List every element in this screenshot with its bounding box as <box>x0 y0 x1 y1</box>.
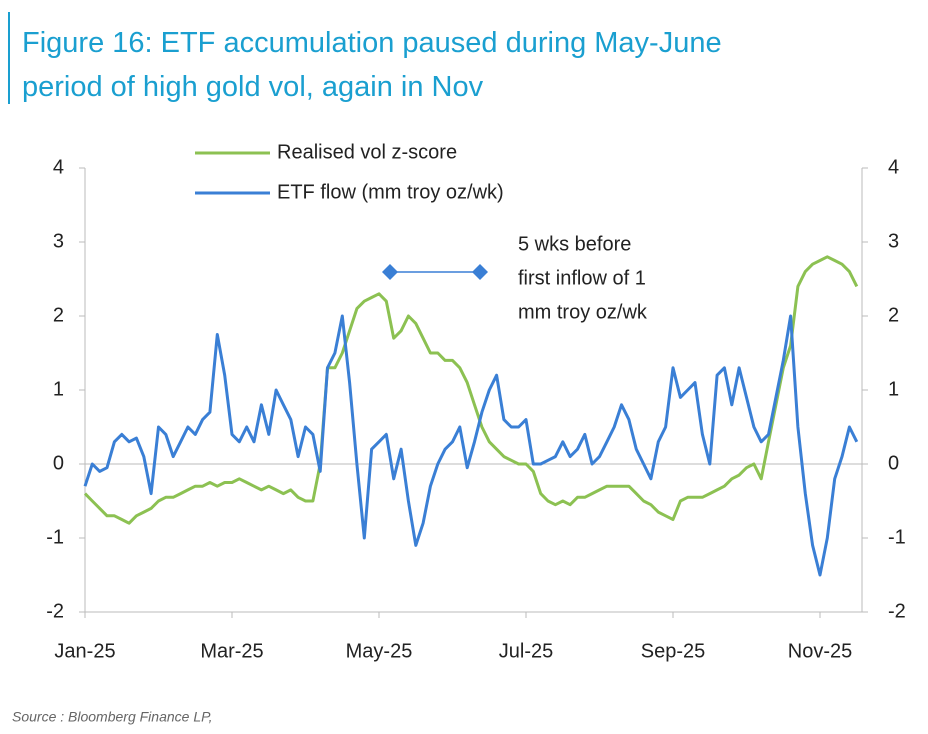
y-tick-label: -2 <box>46 600 64 622</box>
y2-tick-label: 2 <box>888 304 899 326</box>
annotation-marker <box>382 264 488 280</box>
annotation: 5 wks before <box>518 233 631 255</box>
x-tick-label: Jan-25 <box>54 640 115 662</box>
y2-tick-label: 4 <box>888 156 899 178</box>
legend-label: ETF flow (mm troy oz/wk) <box>277 181 504 203</box>
annotation: mm troy oz/wk <box>518 301 648 323</box>
y2-tick-label: -2 <box>888 600 906 622</box>
y2-tick-label: -1 <box>888 526 906 548</box>
y2-tick-label: 3 <box>888 230 899 252</box>
y2-tick-label: 1 <box>888 378 899 400</box>
y-tick-label: 0 <box>53 452 64 474</box>
y-tick-label: 3 <box>53 230 64 252</box>
y-tick-label: -1 <box>46 526 64 548</box>
y-tick-label: 1 <box>53 378 64 400</box>
annotation: first inflow of 1 <box>518 267 646 289</box>
y2-tick-label: 0 <box>888 452 899 474</box>
chart-title: period of high gold vol, again in Nov <box>22 71 484 103</box>
x-tick-label: Sep-25 <box>641 640 706 662</box>
x-tick-label: Mar-25 <box>200 640 263 662</box>
source: Source : Bloomberg Finance LP, <box>12 709 213 725</box>
chart-title: Figure 16: ETF accumulation paused durin… <box>22 27 722 59</box>
x-tick-label: May-25 <box>346 640 413 662</box>
y-tick-label: 2 <box>53 304 64 326</box>
y-tick-label: 4 <box>53 156 64 178</box>
x-tick-label: Jul-25 <box>499 640 553 662</box>
series-line <box>83 255 859 525</box>
series-line <box>83 314 859 577</box>
legend-label: Realised vol z-score <box>277 141 457 163</box>
x-tick-label: Nov-25 <box>788 640 852 662</box>
